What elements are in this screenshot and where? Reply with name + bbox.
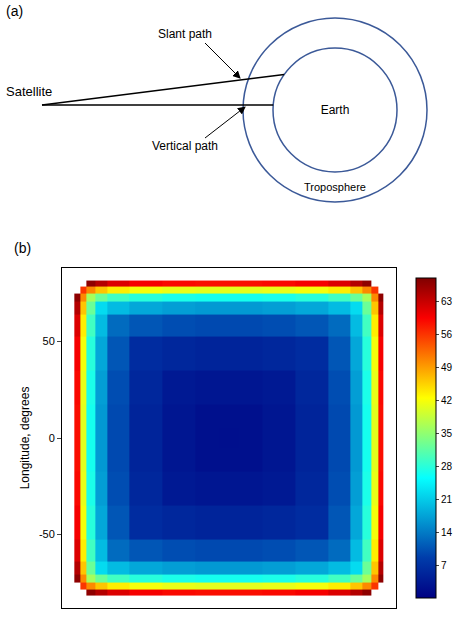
- svg-text:Vertical path: Vertical path: [152, 139, 218, 153]
- svg-text:Longitude, degrees: Longitude, degrees: [18, 387, 32, 490]
- svg-text:42: 42: [441, 395, 453, 406]
- svg-text:56: 56: [441, 329, 453, 340]
- svg-text:Slant path: Slant path: [158, 27, 212, 41]
- svg-text:21: 21: [441, 494, 453, 505]
- svg-text:Satellite: Satellite: [6, 84, 52, 99]
- svg-text:14: 14: [441, 527, 453, 538]
- svg-text:50: 50: [43, 335, 55, 347]
- svg-text:(b): (b): [14, 240, 31, 256]
- svg-text:Earth: Earth: [321, 103, 350, 117]
- svg-text:35: 35: [441, 428, 453, 439]
- svg-text:Troposphere: Troposphere: [304, 181, 366, 193]
- svg-text:(a): (a): [6, 3, 23, 19]
- svg-text:7: 7: [441, 560, 447, 571]
- svg-text:0: 0: [49, 432, 55, 444]
- svg-text:63: 63: [441, 296, 453, 307]
- svg-text:-50: -50: [39, 528, 55, 540]
- svg-text:28: 28: [441, 461, 453, 472]
- svg-text:49: 49: [441, 362, 453, 373]
